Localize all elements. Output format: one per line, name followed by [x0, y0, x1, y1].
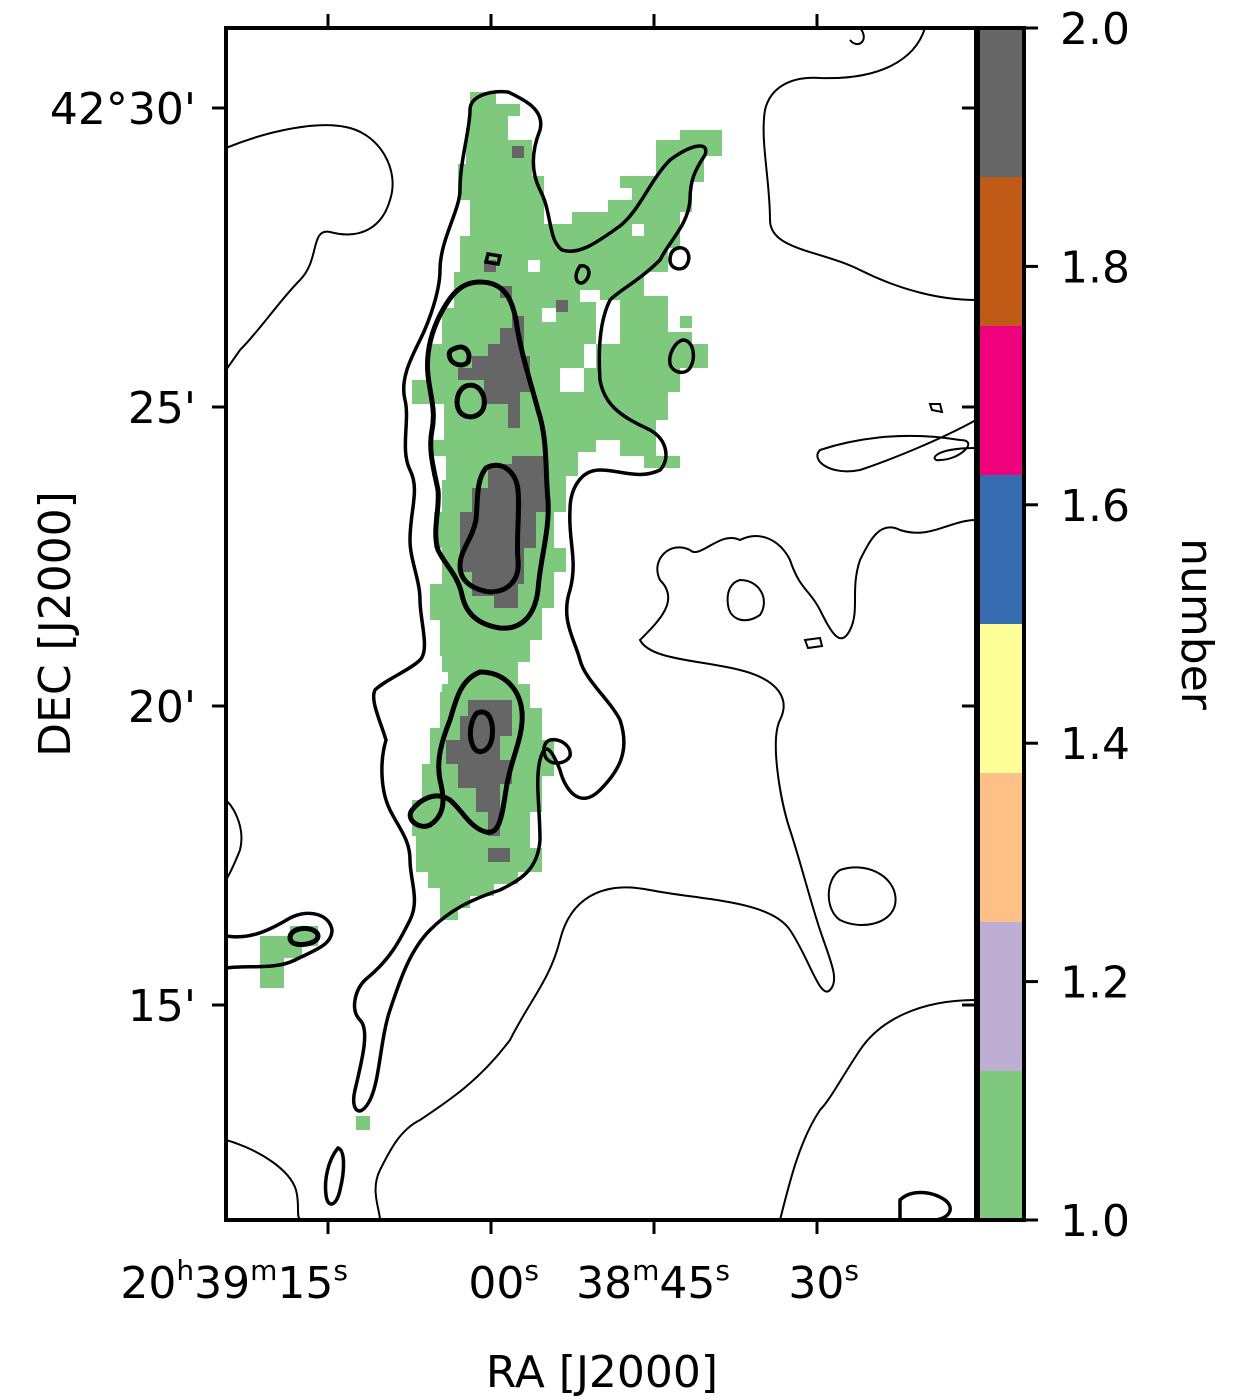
x-tick-label: 38m45s — [576, 1254, 730, 1309]
y-axis-ticks: 42°30' 25' 20' 15' — [50, 84, 976, 1032]
y-tick-label: 20' — [128, 682, 196, 733]
colorbar-tick-label: 1.6 — [1060, 481, 1130, 532]
contour-low-east-top — [762, 28, 976, 301]
x-tick-label: 00s — [468, 1254, 539, 1309]
dense-core-central — [460, 456, 548, 608]
south-west-clump — [260, 926, 318, 988]
colorbar-tick-label: 1.0 — [1060, 1196, 1130, 1247]
colorbar-bin — [978, 326, 1024, 475]
contours-level-mid — [226, 89, 952, 1220]
contour-low-east-block — [374, 519, 976, 1220]
contour-mid-small-mid — [574, 264, 591, 285]
isolated-pixel-3 — [620, 176, 632, 188]
colorbar-tick-label: 1.8 — [1060, 242, 1130, 293]
contour-mid-small-south — [542, 737, 572, 765]
colorbar: 1.0 1.2 1.4 1.6 1.8 2.0 — [976, 4, 1130, 1247]
contour-high-core-inner-2 — [454, 382, 487, 420]
colorbar-bin — [978, 1071, 1024, 1220]
contour-mid-south-west — [226, 911, 334, 970]
map-panel: 20h39m15s 00s 38m45s 30s 42°30' 25' 20' 15' — [50, 14, 978, 1309]
y-tick-label: 25' — [128, 383, 196, 434]
y-axis-title: DEC [J2000] — [30, 491, 81, 757]
contour-high-north-core — [425, 279, 551, 631]
contour-low-east-mid — [816, 419, 976, 473]
contour-low-east-small-3 — [827, 866, 897, 926]
y-tick-label: 15' — [128, 981, 196, 1032]
colorbar-tick-label: 1.4 — [1060, 719, 1130, 770]
isolated-pixel — [356, 1116, 370, 1130]
heatmap-cells-value-1 — [260, 92, 722, 1130]
contours-level-low — [226, 28, 976, 1220]
dense-core-south — [446, 700, 512, 836]
contour-low-south-west — [226, 799, 243, 881]
colorbar-frame — [976, 26, 1026, 1222]
contour-mid-bottom-right — [898, 1190, 952, 1220]
contour-mid-filament — [352, 89, 708, 1113]
contour-low-east-small-1 — [726, 578, 765, 622]
heatmap-cells-value-2 — [446, 146, 568, 862]
x-tick-label: 30s — [788, 1254, 859, 1309]
isolated-pixel-2 — [680, 316, 692, 328]
contour-high-south-core — [407, 669, 525, 835]
contour-low-east-island — [928, 403, 944, 414]
contour-high-core-inner-3 — [446, 344, 472, 368]
colorbar-bin — [978, 177, 1024, 326]
contour-mid-bottom-blob — [323, 1146, 346, 1206]
contour-low-main — [226, 124, 394, 371]
contours-level-high — [287, 279, 551, 947]
colorbar-bin — [978, 28, 1024, 177]
colorbar-tick-label: 1.2 — [1060, 958, 1130, 1009]
contour-low-east-small-2 — [803, 636, 824, 650]
contour-mid-small-east-1 — [668, 246, 691, 271]
contour-mid-small-north — [483, 252, 503, 266]
contour-low-south-west-2 — [226, 1139, 301, 1220]
contour-high-core-inner-1 — [457, 462, 522, 595]
x-tick-label: 20h39m15s — [120, 1254, 348, 1309]
contour-low-east-bottom — [779, 999, 976, 1220]
dense-core-north — [458, 316, 530, 428]
x-axis-title: RA [J2000] — [486, 1347, 718, 1398]
x-axis-ticks: 20h39m15s 00s 38m45s 30s — [120, 14, 859, 1309]
y-tick-label: 42°30' — [50, 84, 196, 135]
colorbar-bin — [978, 773, 1024, 922]
contour-high-south-west — [287, 925, 321, 947]
map-frame — [224, 26, 978, 1222]
colorbar-label: number — [1171, 538, 1222, 711]
colorbar-bin — [978, 475, 1024, 624]
contour-mid-small-east-2 — [667, 338, 696, 375]
colorbar-tick-label: 2.0 — [1060, 4, 1130, 55]
contour-high-south-inner — [467, 709, 495, 755]
colorbar-bin — [978, 922, 1024, 1071]
colorbar-bin — [978, 624, 1024, 773]
